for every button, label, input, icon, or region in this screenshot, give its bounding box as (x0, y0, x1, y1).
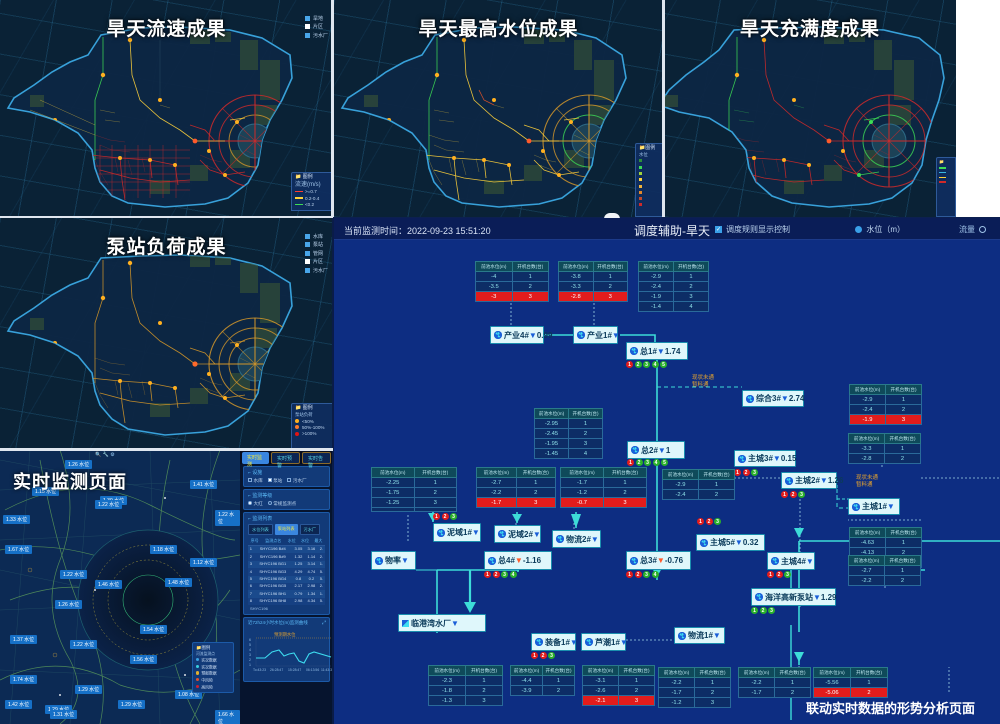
svg-text:3: 3 (249, 653, 251, 657)
svg-text:To:43:23: To:43:23 (253, 668, 266, 672)
svg-text:2: 2 (249, 658, 251, 662)
svg-text:26:28:47: 26:28:47 (270, 668, 283, 672)
svg-text:1: 1 (249, 663, 251, 667)
svg-text:4: 4 (249, 648, 251, 652)
svg-text:15:28:47: 15:28:47 (288, 668, 301, 672)
svg-text:6: 6 (249, 638, 251, 642)
svg-text:5: 5 (249, 643, 251, 647)
svg-text:预测期水位: 预测期水位 (274, 631, 296, 638)
svg-text:06:13:56: 06:13:56 (306, 668, 319, 672)
